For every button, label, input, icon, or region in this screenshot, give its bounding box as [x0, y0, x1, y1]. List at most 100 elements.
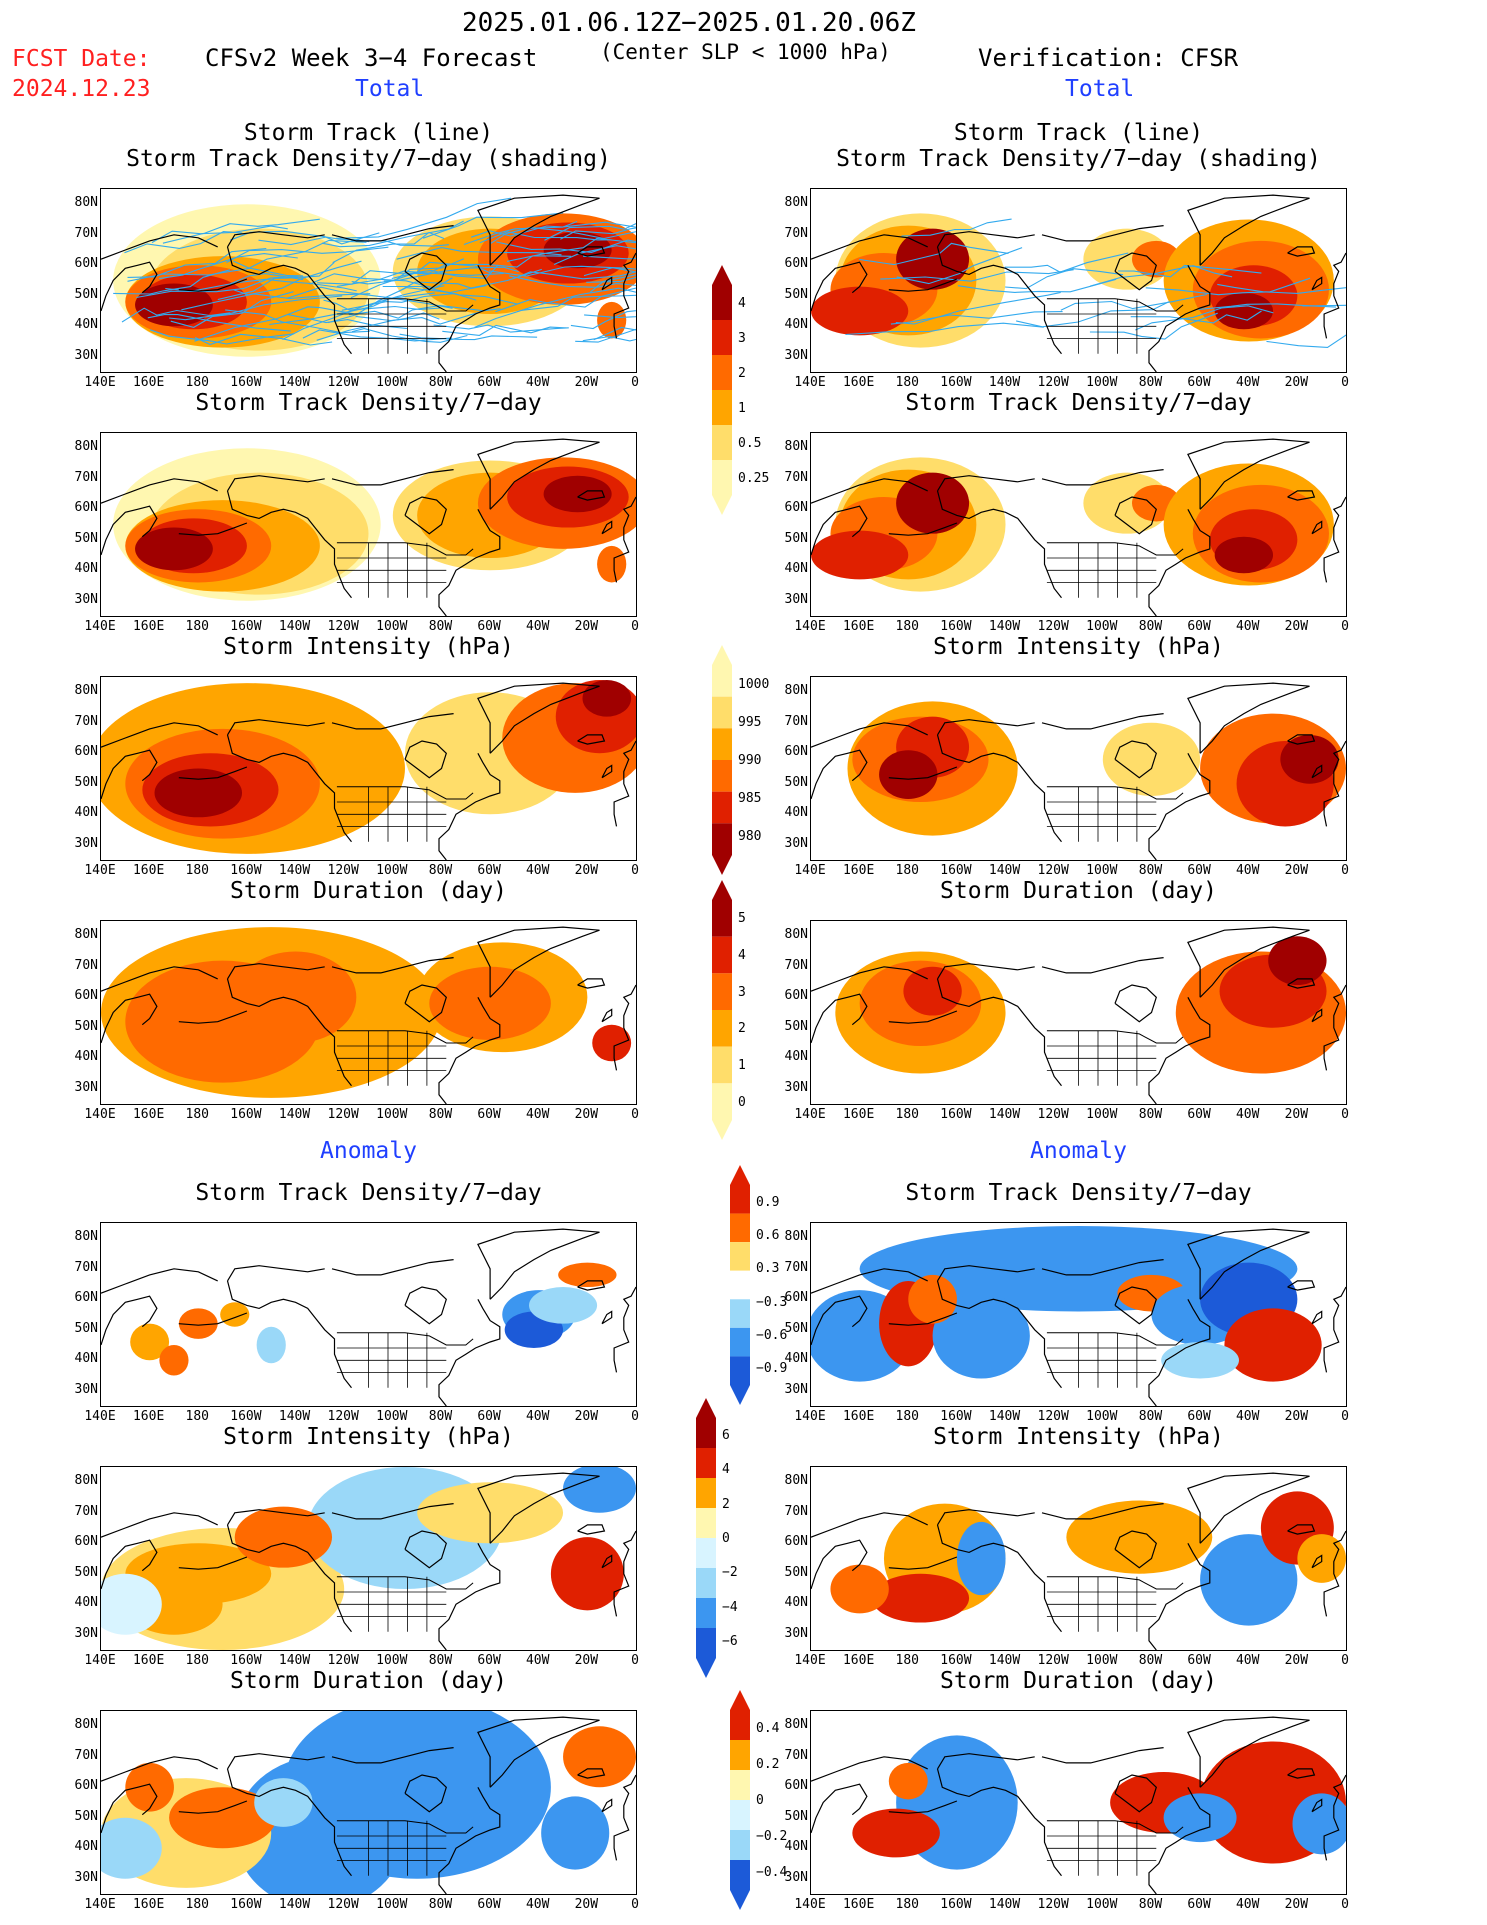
- lon-tick-label: 160E: [842, 1409, 875, 1424]
- lon-tick-label: 160W: [230, 619, 262, 634]
- lon-tick-label: 100W: [1086, 619, 1118, 634]
- coastline: [331, 225, 454, 242]
- storm-track-line: [328, 285, 487, 324]
- coastline: [438, 997, 501, 1104]
- coastline: [811, 1539, 868, 1590]
- colorbar-label: 985: [738, 791, 762, 806]
- lon-tick-label: 40W: [525, 1107, 550, 1122]
- lat-tick-label: 50N: [74, 1320, 98, 1336]
- coastline: [577, 1524, 606, 1535]
- coastline: [613, 1530, 636, 1617]
- colorbar-bottom-triangle: [712, 855, 732, 875]
- panel-track-density-lines-cfsr: [810, 188, 1347, 373]
- title-anom-intensity-left: Storm Intensity (hPa): [223, 1424, 514, 1450]
- coastline: [101, 966, 218, 992]
- lon-tick-label: 80W: [1138, 619, 1163, 634]
- coastline: [1187, 926, 1310, 998]
- lon-tick-label: 160E: [842, 1653, 875, 1668]
- lat-tick-label: 50N: [74, 1808, 98, 1824]
- storm-track-line: [495, 287, 636, 313]
- lon-tick-label: 40W: [1235, 1653, 1260, 1668]
- coastline: [101, 749, 158, 800]
- coastline: [1323, 496, 1346, 583]
- storm-track-line: [509, 275, 636, 288]
- storm-track-line: [382, 285, 518, 305]
- lat-tick-label: 30N: [74, 591, 98, 607]
- coastlines: [811, 1472, 1346, 1650]
- storm-track-line: [350, 261, 492, 299]
- coastline: [438, 1299, 501, 1406]
- coastlines: [101, 194, 636, 372]
- lat-tick-label: 80N: [74, 683, 98, 699]
- coastline: [101, 1539, 158, 1590]
- lat-tick-label: 80N: [784, 683, 808, 699]
- lon-tick-label: 100W: [1086, 863, 1118, 878]
- coastline: [404, 1286, 447, 1325]
- coastline: [577, 246, 606, 257]
- storm-track-line: [113, 269, 231, 295]
- colorbar-label: −0.6: [756, 1328, 788, 1343]
- lon-tick-label: 160W: [230, 1107, 262, 1122]
- shading-region: [130, 1323, 170, 1361]
- lon-tick-label: 180: [185, 619, 209, 634]
- coastline: [577, 1768, 606, 1779]
- lon-tick-label: 140W: [278, 1653, 311, 1668]
- lon-tick-label: 60W: [477, 1107, 501, 1122]
- panel-anom-density-cfsr: [810, 1222, 1347, 1407]
- shading-layer: [830, 1491, 1346, 1626]
- colorbar-segment: [730, 1830, 750, 1860]
- coastline: [811, 749, 868, 800]
- coastline: [936, 1280, 1062, 1389]
- lat-tick-label: 30N: [784, 347, 808, 363]
- national-border: [1046, 1332, 1184, 1346]
- lon-tick-label: 40W: [1235, 1409, 1260, 1424]
- lon-tick-label: 180: [895, 619, 919, 634]
- coastline: [811, 1783, 868, 1834]
- coastline: [331, 1259, 454, 1276]
- coastline: [1041, 1747, 1164, 1764]
- lon-tick-label: 160W: [940, 863, 972, 878]
- coastline: [178, 766, 248, 780]
- shading-region: [896, 472, 970, 534]
- coastline: [101, 722, 218, 748]
- colorbar-segment: [712, 1083, 732, 1120]
- colorbar-segment: [696, 1448, 716, 1478]
- lon-tick-label: 60W: [1187, 375, 1211, 390]
- colorbar-segment: [696, 1538, 716, 1568]
- lon-tick-label: 20W: [1284, 1897, 1309, 1912]
- coastline: [577, 734, 606, 745]
- national-border: [1046, 1576, 1184, 1590]
- coastline: [936, 1509, 1035, 1526]
- storm-track-line: [332, 231, 445, 264]
- lon-tick-label: 120W: [1037, 1897, 1069, 1912]
- storm-track-line: [121, 307, 231, 323]
- colorbar-segment: [712, 791, 732, 824]
- panel-anom-density-forecast: [100, 1222, 637, 1407]
- colorbar-label: 0.3: [756, 1261, 780, 1277]
- coastline: [811, 1268, 928, 1294]
- date-range: 2025.01.06.12Z−2025.01.20.06Z: [462, 8, 916, 38]
- coastline: [1041, 469, 1164, 486]
- coastline: [226, 719, 325, 736]
- title-anom-duration-left: Storm Duration (day): [230, 1668, 507, 1694]
- shading-region: [135, 527, 213, 571]
- lon-tick-label: 140W: [988, 1107, 1021, 1122]
- colorbar-segment: [712, 390, 732, 425]
- storm-track-line: [282, 285, 445, 340]
- section-anomaly-right: Anomaly: [1030, 1138, 1127, 1164]
- shading-region: [169, 1787, 277, 1849]
- coastline: [101, 261, 158, 312]
- coastline: [226, 963, 325, 980]
- storm-track-line: [396, 247, 562, 260]
- colorbar-label: 5: [738, 911, 746, 927]
- lat-tick-label: 70N: [784, 469, 808, 485]
- lon-tick-label: 100W: [376, 1653, 408, 1668]
- coastlines: [101, 1716, 636, 1894]
- shading-layer: [101, 1467, 636, 1650]
- lon-tick-label: 80W: [1138, 1653, 1163, 1668]
- coastline: [601, 764, 613, 779]
- shading-region: [543, 231, 612, 269]
- coastline: [888, 1312, 958, 1326]
- coastline: [601, 1554, 613, 1569]
- lon-tick-label: 180: [895, 1107, 919, 1122]
